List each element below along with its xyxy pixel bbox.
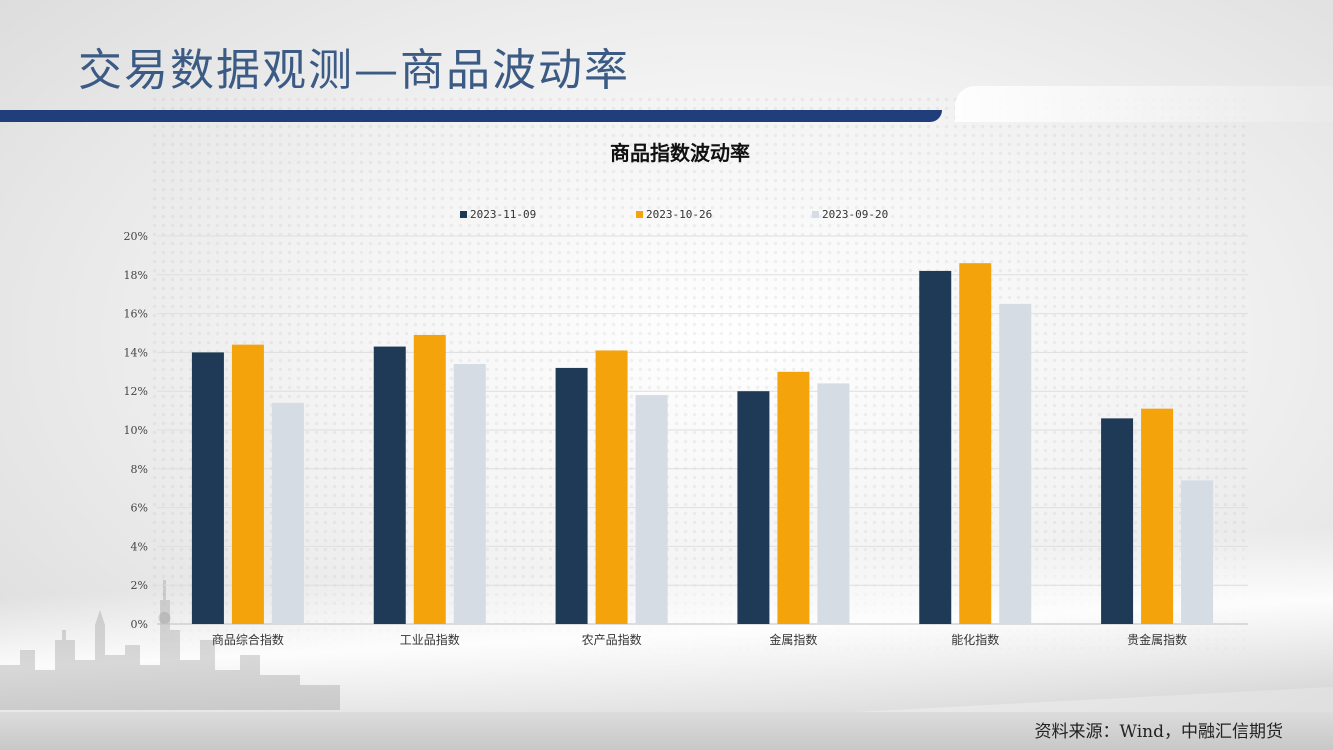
city-skyline-decoration xyxy=(0,580,340,710)
legend-label: 2023-09-20 xyxy=(822,208,888,221)
y-tick-label: 6% xyxy=(131,502,148,515)
x-tick-label: 商品综合指数 xyxy=(212,632,284,647)
footer-band xyxy=(0,712,1333,750)
source-note: 资料来源：Wind，中融汇信期货 xyxy=(1034,722,1283,742)
bar xyxy=(373,346,406,624)
gridlines xyxy=(157,235,1248,625)
bar xyxy=(453,364,486,624)
bar xyxy=(817,383,850,624)
legend-swatch xyxy=(460,211,467,218)
y-tick-label: 10% xyxy=(124,424,148,437)
chart-title: 商品指数波动率 xyxy=(610,141,750,165)
legend-swatch xyxy=(636,211,643,218)
y-axis-ticks: 0% 2% 4% 6% 8% 10% 12% 14% 16% 18% 20% xyxy=(124,230,148,631)
bars xyxy=(191,263,1214,624)
bar xyxy=(999,303,1032,624)
y-tick-label: 2% xyxy=(131,579,148,592)
legend-swatch xyxy=(812,211,819,218)
bar xyxy=(413,334,446,624)
x-tick-label: 贵金属指数 xyxy=(1127,632,1187,647)
y-tick-label: 18% xyxy=(124,269,148,282)
bar xyxy=(595,350,628,624)
x-tick-label: 能化指数 xyxy=(951,632,999,647)
x-tick-label: 工业品指数 xyxy=(400,632,460,647)
header-bar xyxy=(0,110,942,122)
page-title: 交易数据观测—商品波动率 xyxy=(78,45,630,96)
y-tick-label: 20% xyxy=(124,230,148,243)
bar xyxy=(919,270,952,624)
legend-label: 2023-11-09 xyxy=(470,208,536,221)
bar xyxy=(191,352,224,624)
x-axis-ticks: 商品综合指数 工业品指数 农产品指数 金属指数 能化指数 贵金属指数 xyxy=(212,632,1187,647)
y-tick-label: 8% xyxy=(131,463,148,476)
bar xyxy=(1101,418,1134,624)
bar xyxy=(271,402,304,624)
x-tick-label: 农产品指数 xyxy=(582,632,642,647)
bar xyxy=(1181,480,1214,624)
bar xyxy=(777,371,810,624)
legend: 2023-11-09 2023-10-26 2023-09-20 xyxy=(460,208,888,221)
y-tick-label: 12% xyxy=(124,385,148,398)
legend-label: 2023-10-26 xyxy=(646,208,712,221)
bar xyxy=(959,263,992,624)
x-tick-label: 金属指数 xyxy=(769,632,817,647)
bar xyxy=(635,395,668,624)
bar xyxy=(555,367,588,624)
y-tick-label: 14% xyxy=(124,346,148,359)
y-tick-label: 0% xyxy=(131,618,148,631)
header-highlight-decoration xyxy=(955,86,1333,122)
y-tick-label: 16% xyxy=(124,308,148,321)
bar xyxy=(737,391,770,624)
bar xyxy=(231,344,264,624)
y-tick-label: 4% xyxy=(131,540,148,553)
bar xyxy=(1141,408,1174,624)
